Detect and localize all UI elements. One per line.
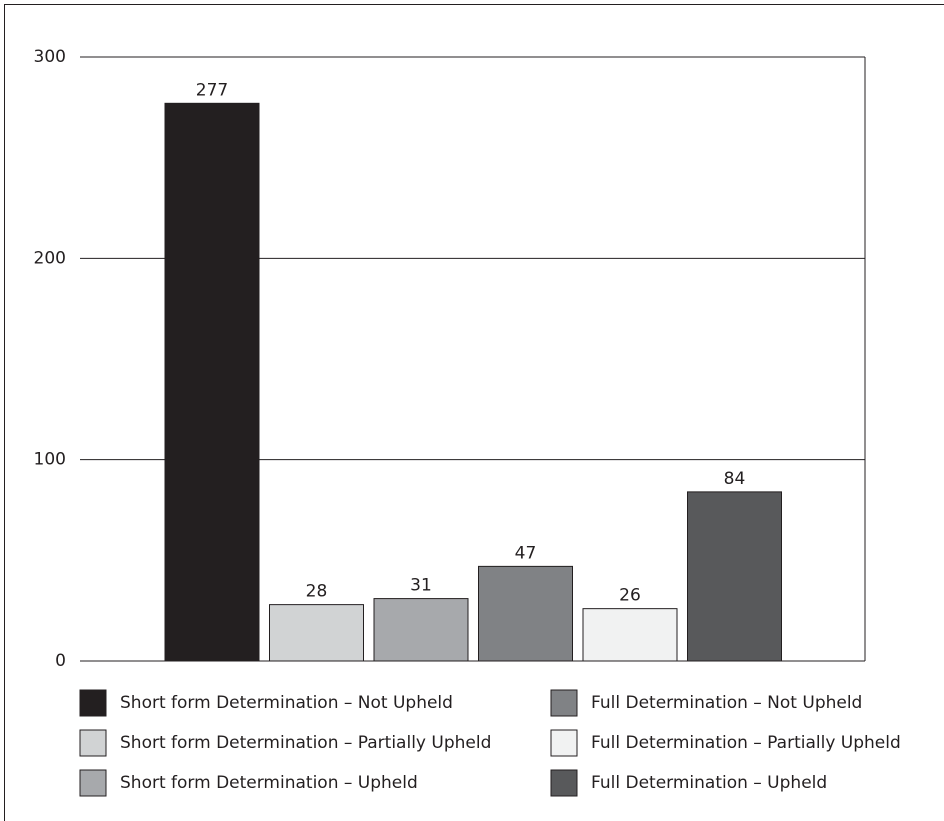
legend-label: Short form Determination – Partially Uph…: [120, 733, 491, 753]
value-label: 28: [306, 582, 328, 602]
value-label: 277: [196, 80, 228, 100]
value-label: 31: [410, 576, 432, 596]
bar: [269, 604, 364, 662]
value-label: 47: [515, 543, 537, 563]
frame: [4, 4, 944, 821]
legend-swatch: [79, 689, 107, 717]
bar: [373, 598, 469, 662]
legend-label: Short form Determination – Not Upheld: [120, 693, 453, 713]
legend-label: Full Determination – Not Upheld: [591, 693, 862, 713]
legend-label: Short form Determination – Upheld: [120, 773, 418, 793]
legend-swatch: [550, 729, 578, 757]
legend-label: Full Determination – Partially Upheld: [591, 733, 901, 753]
y-tick-label: 300: [34, 47, 66, 67]
bar: [687, 491, 782, 662]
legend-swatch: [79, 769, 107, 797]
legend-swatch: [79, 729, 107, 757]
y-tick-label: 0: [55, 651, 66, 671]
legend-swatch: [550, 769, 578, 797]
y-tick-label: 100: [34, 450, 66, 470]
bar: [164, 102, 260, 662]
y-tick-label: 200: [34, 248, 66, 268]
legend-label: Full Determination – Upheld: [591, 773, 827, 793]
value-label: 84: [724, 469, 746, 489]
bar: [582, 608, 678, 662]
bar: [478, 565, 573, 662]
legend-swatch: [550, 689, 578, 717]
value-label: 26: [619, 586, 641, 606]
